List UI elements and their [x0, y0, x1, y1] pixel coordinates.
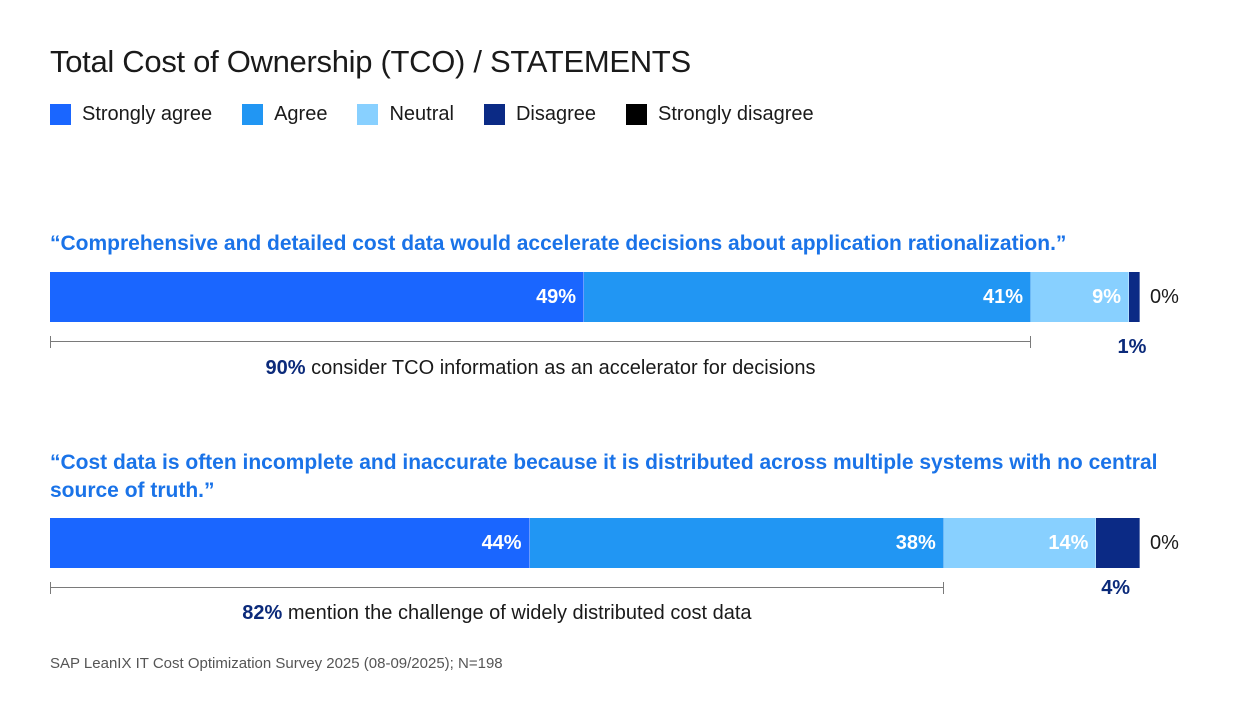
bar-segment-neutral: 9% — [1030, 272, 1130, 322]
statement-1-bar: 49% 41% 9% — [50, 272, 1140, 322]
bar-segment-strongly-agree: 44% — [50, 518, 530, 568]
statement-1-text: “Comprehensive and detailed cost data wo… — [50, 232, 1067, 255]
bar-segment-disagree — [1129, 272, 1140, 322]
statement-2-strongly-disagree-label: 0% — [1150, 532, 1179, 554]
legend-label: Neutral — [389, 103, 454, 125]
statement-1-strongly-disagree-label: 0% — [1150, 286, 1179, 308]
legend-item-neutral: Neutral — [357, 103, 454, 126]
legend-label: Agree — [274, 103, 328, 125]
legend-swatch — [483, 104, 505, 125]
statement-2-text: “Cost data is often incomplete and inacc… — [50, 451, 1158, 502]
legend-label: Strongly agree — [82, 103, 213, 125]
statement-1-bracket — [50, 336, 1031, 348]
legend-swatch — [242, 104, 264, 125]
bar-segment-neutral: 14% — [943, 518, 1097, 568]
statement-1-note-text: consider TCO information as an accelerat… — [305, 357, 816, 379]
statement-1-note: 90% consider TCO information as an accel… — [50, 357, 1031, 380]
statement-2-bracket — [50, 582, 944, 594]
bar-segment-agree: 41% — [584, 272, 1031, 322]
statement-2-note-text: mention the challenge of widely distribu… — [282, 602, 752, 624]
bar-segment-disagree — [1096, 518, 1140, 568]
bar-segment-strongly-agree: 49% — [50, 272, 585, 322]
statement-1-disagree-label: 1% — [1117, 336, 1147, 358]
legend-swatch — [50, 104, 71, 125]
legend-item-strongly-disagree: Strongly disagree — [625, 103, 814, 126]
legend-item-strongly-agree: Strongly agree — [50, 103, 212, 126]
legend-label: Strongly disagree — [657, 103, 814, 125]
statement-2-note-value: 82% — [242, 602, 283, 624]
legend: Strongly agree Agree Neutral Disagree Strong… — [50, 103, 844, 126]
statement-2-note: 82% mention the challenge of widely dist… — [50, 602, 944, 625]
statement-2-disagree-label: 4% — [1101, 577, 1131, 599]
bar-segment-agree: 38% — [529, 518, 944, 568]
source-note: SAP LeanIX IT Cost Optimization Survey 2… — [50, 655, 503, 672]
chart-title: Total Cost of Ownership (TCO) / STATEMEN… — [50, 44, 691, 79]
legend-label: Disagree — [515, 103, 596, 125]
legend-swatch — [625, 104, 647, 125]
statement-1-note-value: 90% — [265, 357, 306, 379]
statement-2-bar: 44% 38% 14% — [50, 518, 1140, 568]
legend-item-agree: Agree — [242, 103, 327, 126]
legend-swatch — [357, 104, 379, 125]
legend-item-disagree: Disagree — [483, 103, 596, 126]
